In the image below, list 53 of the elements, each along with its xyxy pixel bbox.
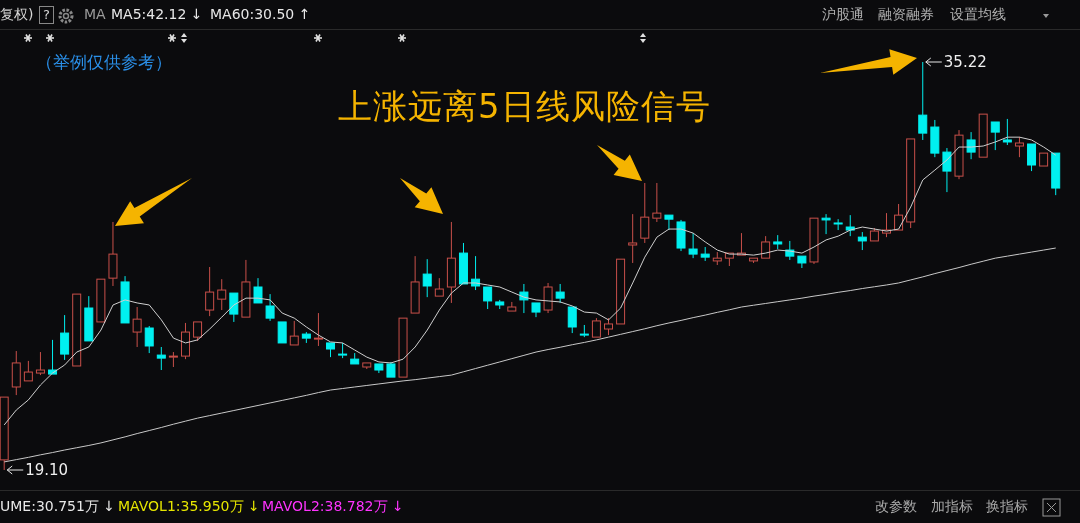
candlestick — [1039, 152, 1049, 167]
candlestick — [410, 255, 420, 314]
candlestick — [398, 317, 408, 378]
candlestick — [954, 129, 964, 180]
candlestick — [616, 258, 626, 325]
candlestick — [434, 277, 444, 297]
text: 加指标 — [931, 498, 973, 516]
text: 换指标 — [986, 498, 1028, 516]
candlestick — [978, 113, 988, 158]
candlestick — [422, 258, 432, 298]
text: MA60:30.50 ↑ — [210, 6, 311, 22]
text: 沪股通 — [822, 6, 864, 24]
candlestick — [120, 275, 130, 324]
annotation: 35.22 — [943, 53, 987, 71]
text: MAVOL2:38.782万 ↓ — [262, 498, 404, 516]
candlestick — [821, 213, 831, 235]
text: MAVOL1:35.950万 ↓ — [118, 498, 260, 516]
chart-subtitle: （举例仅供参考） — [36, 51, 172, 74]
candlestick — [277, 321, 287, 344]
text: 复权) — [0, 6, 34, 24]
candlestick — [217, 278, 227, 311]
candlestick — [543, 282, 553, 314]
candlestick — [664, 214, 674, 231]
candlestick — [84, 295, 94, 342]
text: 改参数 — [875, 498, 917, 516]
text: MA — [84, 6, 106, 22]
candlestick — [241, 259, 251, 318]
candlestick — [132, 306, 142, 348]
candlestick — [265, 293, 275, 322]
candlestick — [652, 182, 662, 223]
text: UME:30.751万 ↓ — [0, 498, 116, 516]
text: ? — [39, 6, 54, 24]
text: 上涨远离5日线风险信号 — [338, 85, 711, 128]
candlestick — [253, 277, 263, 304]
candlestick — [628, 213, 638, 264]
candlestick — [688, 232, 698, 259]
candlestick — [833, 218, 843, 231]
candlestick — [797, 255, 807, 269]
candlestick — [809, 217, 819, 265]
candlestick — [531, 302, 541, 318]
candlestick — [96, 278, 106, 323]
candlestick — [458, 242, 468, 285]
candlestick — [108, 221, 118, 287]
text: MA5:42.12 ↓ — [111, 6, 203, 22]
text: 融资融券 — [878, 6, 934, 24]
text: 设置均线 — [950, 6, 1006, 24]
candlestick — [676, 219, 686, 252]
candlestick — [374, 363, 384, 374]
candlestick — [72, 293, 82, 367]
candlestick — [23, 360, 33, 382]
candlestick — [289, 320, 299, 346]
annotation: 19.10 — [25, 461, 69, 479]
candlestick — [942, 147, 952, 193]
